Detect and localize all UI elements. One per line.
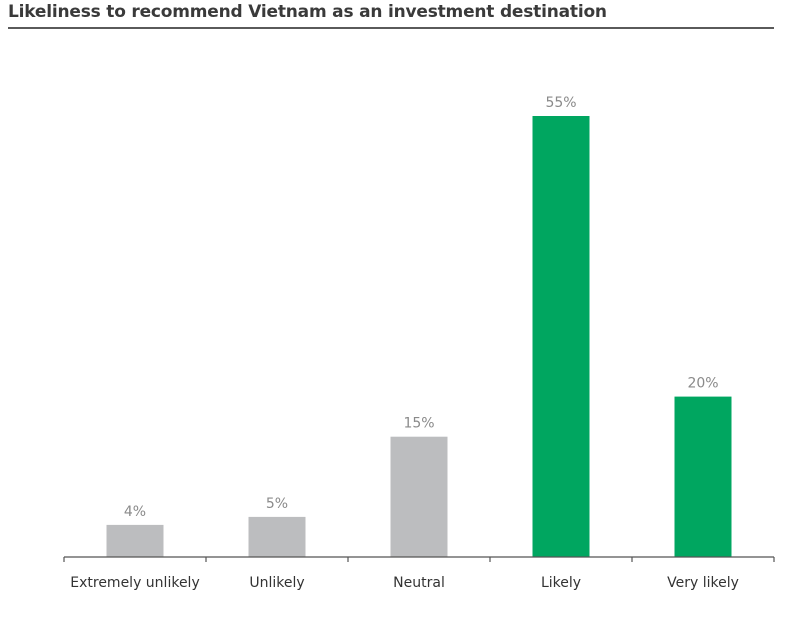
x-tick-label-likely: Likely (541, 575, 581, 591)
data-label-unlikely: 5% (266, 496, 288, 512)
x-tick-label-neutral: Neutral (393, 575, 445, 591)
bar-unlikely (248, 516, 306, 557)
data-label-neutral: 15% (403, 416, 434, 432)
chart-title: Likeliness to recommend Vietnam as an in… (8, 2, 607, 22)
bars-group (106, 116, 732, 557)
title-divider (8, 27, 774, 29)
bar-neutral (390, 436, 448, 557)
x-tick-label-extremely-unlikely: Extremely unlikely (70, 575, 199, 591)
x-tick-label-very-likely: Very likely (667, 575, 739, 591)
x-tick-label-unlikely: Unlikely (249, 575, 304, 591)
labels-group: 4% Extremely unlikely 5% Unlikely 15% Neutral… (70, 95, 739, 591)
bar-likely (532, 116, 590, 557)
data-label-likely: 55% (545, 95, 576, 111)
data-label-very-likely: 20% (687, 376, 718, 392)
x-axis (63, 556, 775, 562)
bar-extremely-unlikely (106, 524, 164, 557)
bar-very-likely (674, 396, 732, 557)
data-label-extremely-unlikely: 4% (124, 504, 146, 520)
